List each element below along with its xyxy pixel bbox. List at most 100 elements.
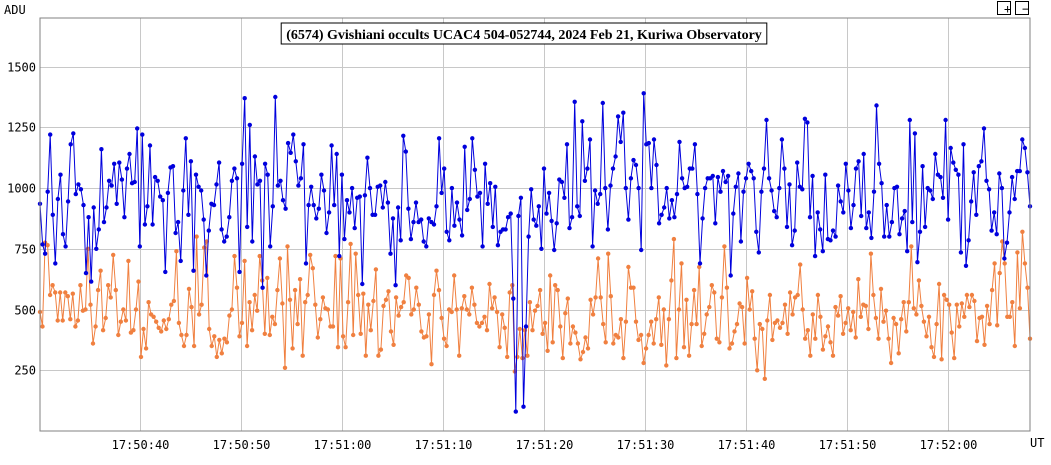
data-point <box>921 319 927 324</box>
data-point <box>68 142 73 147</box>
data-point <box>161 318 166 323</box>
data-point <box>296 183 301 188</box>
data-point <box>764 117 769 123</box>
data-point <box>810 173 815 179</box>
data-point <box>1007 210 1012 215</box>
data-point <box>178 258 183 264</box>
data-point <box>484 328 490 333</box>
data-point <box>292 287 298 293</box>
data-point <box>249 328 255 333</box>
data-point <box>101 219 107 225</box>
data-point <box>335 345 341 350</box>
data-point <box>343 345 348 350</box>
data-point <box>267 332 272 338</box>
data-point <box>621 110 626 115</box>
data-point <box>777 325 783 330</box>
data-point <box>454 307 459 312</box>
data-point <box>649 319 654 324</box>
data-point <box>606 251 611 256</box>
data-point <box>181 343 187 349</box>
data-point <box>151 314 156 319</box>
data-point <box>193 172 199 177</box>
data-point <box>757 321 762 327</box>
data-point <box>452 273 457 278</box>
data-point <box>301 142 306 147</box>
data-point <box>724 285 730 290</box>
data-point <box>426 312 432 317</box>
data-point <box>1020 229 1025 234</box>
data-point <box>548 273 553 278</box>
data-point <box>846 188 851 193</box>
data-point <box>874 103 879 108</box>
data-point <box>813 336 818 341</box>
data-point <box>333 253 338 259</box>
data-point <box>720 168 726 174</box>
data-point <box>234 285 240 290</box>
data-point <box>114 201 119 206</box>
data-point <box>398 304 404 310</box>
zoom-in-button[interactable]: + <box>997 1 1011 16</box>
data-point <box>262 161 268 166</box>
data-point <box>434 268 439 273</box>
data-point <box>577 213 582 219</box>
data-point <box>934 321 939 327</box>
data-point <box>1002 256 1007 261</box>
data-point <box>641 91 646 96</box>
data-point <box>502 325 507 330</box>
data-point <box>769 188 774 193</box>
data-point <box>871 189 877 194</box>
data-point <box>704 312 709 317</box>
data-point <box>83 307 88 312</box>
data-point <box>853 335 858 340</box>
data-point <box>409 312 414 317</box>
data-point <box>907 117 912 123</box>
data-point <box>345 300 351 305</box>
series-0 <box>37 91 1033 414</box>
data-point <box>457 353 462 358</box>
data-point <box>940 195 946 200</box>
data-point <box>649 185 654 191</box>
data-point <box>396 313 401 318</box>
x-tick-label: 17:52:00 <box>920 438 978 452</box>
data-point <box>100 328 106 333</box>
y-axis-label: ADU <box>4 3 26 17</box>
data-point <box>431 292 437 298</box>
data-point <box>344 198 350 203</box>
data-point <box>325 307 331 312</box>
data-point <box>518 195 524 200</box>
data-point <box>68 317 73 322</box>
data-point <box>314 216 319 221</box>
data-point <box>268 244 273 249</box>
data-point <box>42 251 48 256</box>
data-point <box>841 210 846 215</box>
zoom-out-button[interactable]: − <box>1015 1 1029 16</box>
x-tick-label: 17:50:40 <box>112 438 170 452</box>
data-point <box>868 251 874 256</box>
data-point <box>191 268 196 273</box>
data-point <box>681 345 687 350</box>
data-point <box>958 250 964 255</box>
data-point <box>257 253 262 259</box>
data-point <box>155 178 160 183</box>
data-point <box>595 201 600 206</box>
data-point <box>75 318 81 323</box>
data-point <box>383 179 388 185</box>
data-point <box>282 365 288 370</box>
data-point <box>138 354 144 360</box>
data-point <box>759 189 764 194</box>
data-point <box>901 300 906 305</box>
data-point <box>676 307 682 312</box>
data-point <box>662 205 667 210</box>
data-point <box>820 249 825 254</box>
data-point <box>812 253 818 259</box>
data-point <box>485 201 490 206</box>
data-point <box>390 216 396 221</box>
data-point <box>575 204 580 209</box>
data-point <box>567 225 572 231</box>
data-point <box>962 314 967 319</box>
data-point <box>492 295 497 300</box>
data-point <box>516 213 521 219</box>
data-point <box>360 281 365 287</box>
data-point <box>1017 168 1022 174</box>
data-point <box>474 320 480 326</box>
